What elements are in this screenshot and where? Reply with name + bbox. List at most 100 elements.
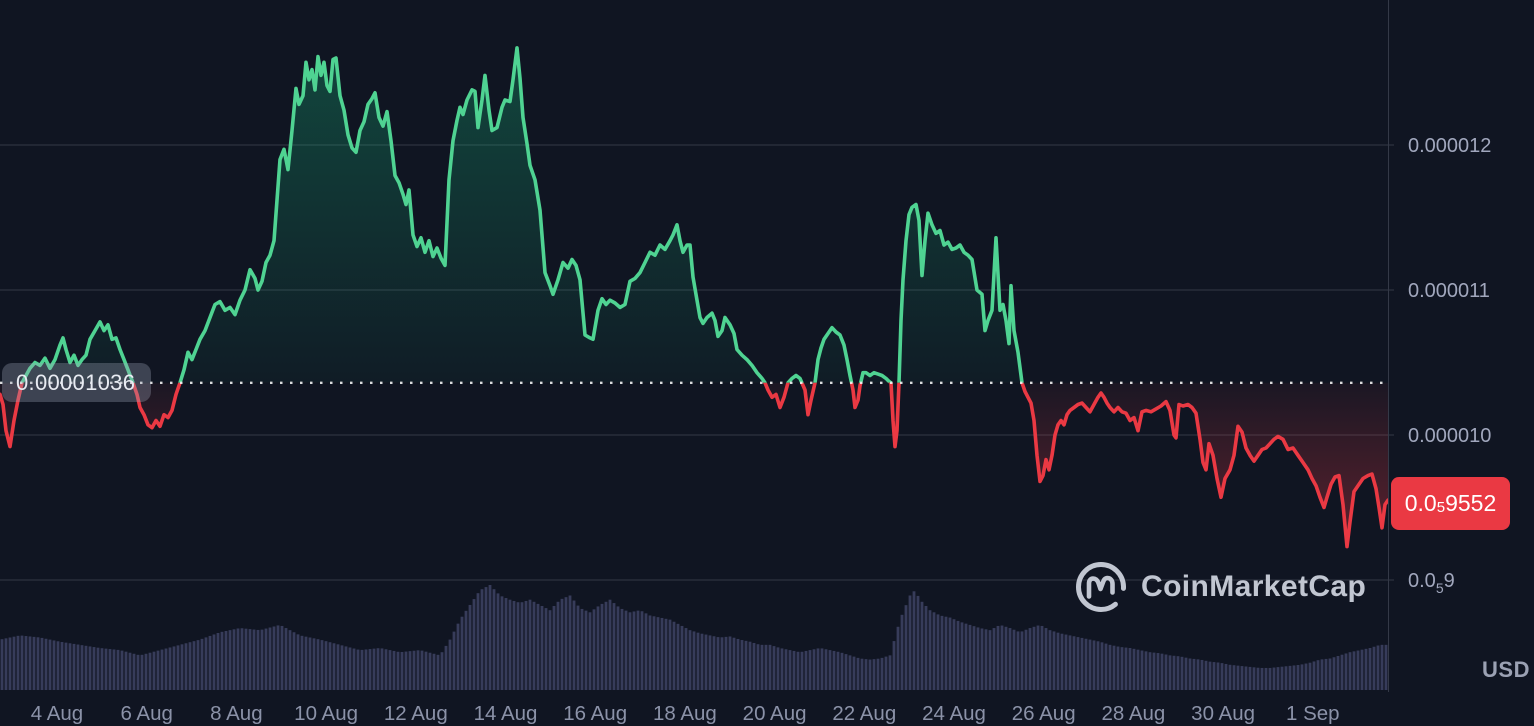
volume-bar [352,648,356,690]
price-line [0,46,1389,549]
volume-bar [1064,634,1068,690]
volume-bar [464,610,468,690]
x-axis-label: 12 Aug [384,702,448,725]
volume-bar [936,614,940,690]
volume-bar [740,640,744,690]
volume-bar [476,593,480,690]
volume-bar [1340,654,1344,690]
volume-bar [324,641,328,690]
volume-bar [84,645,88,690]
volume-bar [272,626,276,690]
volume-bar [568,595,572,690]
volume-bar [716,637,720,690]
volume-bar [768,644,772,690]
volume-bar [332,643,336,690]
volume-bar [876,658,880,690]
volume-bar [52,640,56,690]
volume-bar [0,639,4,690]
volume-bar [164,648,168,690]
volume-bar [796,651,800,690]
volume-bar [1356,650,1360,690]
volume-bar [552,606,556,690]
volume-bar [760,644,764,690]
volume-bar [588,612,592,690]
volume-bar [340,645,344,690]
volume-bar [232,629,236,690]
volume-bar [1040,625,1044,690]
y-axis-label: 0.000012 [1408,135,1491,157]
volume-bar [612,603,616,690]
volume-bar [1144,651,1148,690]
volume-bar [1240,666,1244,690]
volume-bar [688,630,692,690]
volume-bar [1188,658,1192,690]
currency-label: USD [1482,657,1530,682]
volume-bar [744,640,748,690]
volume-bar [208,635,212,690]
volume-bar [312,638,316,690]
volume-bar [1344,653,1348,690]
volume-bar [1248,666,1252,690]
volume-bar [184,643,188,690]
volume-bar [1360,649,1364,690]
volume-bar [728,636,732,690]
volume-bar [176,645,180,690]
volume-bar [884,656,888,690]
volume-bar [32,636,36,690]
volume-bar [780,648,784,690]
volume-bar [948,617,952,690]
volume-bar [216,632,220,690]
baseline-price-label: 0.00001036 [2,363,152,402]
volume-bar [788,650,792,690]
volume-bar [980,628,984,690]
volume-bar [248,629,252,690]
volume-bar [500,596,504,690]
volume-bar [548,610,552,690]
volume-bar [112,649,116,690]
volume-bar [180,644,184,690]
volume-bar [400,651,404,690]
volume-bar [968,624,972,690]
volume-bar [204,637,208,690]
volume-bar [376,648,380,690]
volume-bar [804,650,808,690]
volume-bar [140,654,144,690]
volume-bar [692,631,696,690]
x-axis-label: 24 Aug [922,702,986,725]
volume-bar [1304,663,1308,690]
volume-bar [1184,657,1188,690]
volume-bar [1124,647,1128,690]
volume-bar [940,615,944,690]
y-axis: 0.000012 0.000011 0.000010 0.059 [1388,0,1491,692]
volume-bar [684,628,688,690]
volume-bar [1108,644,1112,690]
volume-bar [124,651,128,690]
volume-bar [512,600,516,690]
volume-bar [1208,661,1212,690]
volume-bar [28,636,32,690]
volume-bar [12,636,16,690]
volume-bar [392,650,396,690]
volume-bar [1116,646,1120,690]
volume-bar [560,598,564,690]
volume-bar [1212,662,1216,690]
volume-bar [192,641,196,690]
volume-bar [1260,667,1264,690]
volume-bar [676,623,680,690]
volume-bar [44,638,48,690]
volume-bar [1032,626,1036,690]
volume-bar [1048,630,1052,690]
volume-bar [488,585,492,690]
gridlines [0,144,1394,581]
volume-bar [220,631,224,690]
baseline-price-value: 0.00001036 [16,369,136,395]
x-axis-label: 18 Aug [653,702,717,725]
volume-bar [604,601,608,690]
volume-bar [1172,655,1176,690]
volume-bar [932,612,936,690]
volume-bar [556,601,560,690]
volume-bar [64,642,68,690]
current-price-digits: 9552 [1445,490,1497,516]
volume-bar [1384,644,1388,690]
